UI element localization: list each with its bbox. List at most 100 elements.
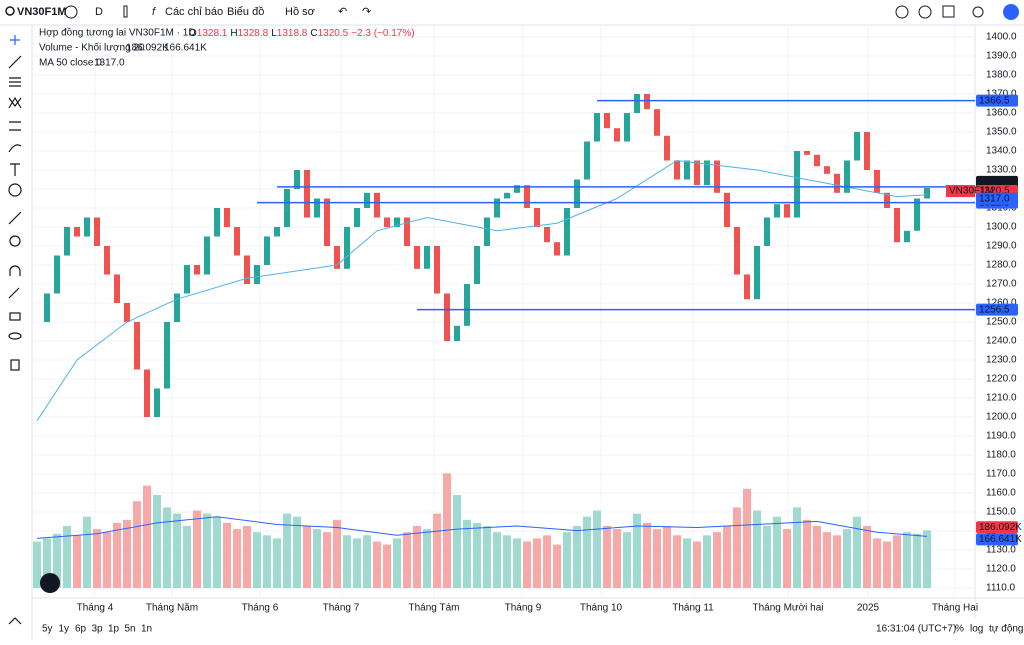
interval[interactable]: D — [95, 6, 103, 18]
y-tick-label: 1370.0 — [986, 89, 1017, 100]
zoom-icon[interactable] — [895, 5, 909, 19]
candle-body — [474, 246, 480, 284]
y-tick-label: 1380.0 — [986, 70, 1017, 81]
profile[interactable]: Hồ sơ — [285, 6, 315, 18]
candle-body — [174, 293, 180, 322]
crosshair-tool[interactable] — [10, 35, 20, 45]
ruler-tool[interactable] — [8, 211, 22, 225]
ma50-line — [36, 159, 928, 422]
candle-body — [704, 160, 710, 186]
x-tick-label: Tháng 9 — [505, 603, 542, 614]
candle-body — [264, 236, 270, 265]
candle-body — [834, 173, 840, 193]
pattern-tool[interactable] — [8, 96, 22, 109]
volume-bar — [233, 529, 241, 588]
share-icon[interactable] — [972, 6, 984, 18]
x-tick-label: Tháng Mười hai — [752, 603, 823, 614]
volume-bar — [883, 541, 891, 588]
price-tag-label: 1366.5 — [979, 95, 1010, 106]
text-tool[interactable] — [10, 163, 20, 176]
projection-tool[interactable] — [9, 121, 21, 131]
redo[interactable]: ↷ — [362, 6, 371, 18]
x-tick-label: Tháng Năm — [146, 603, 198, 614]
volume-bar — [423, 529, 431, 588]
candle-body — [464, 284, 470, 326]
volume-bar — [913, 533, 921, 588]
volume-bar — [773, 516, 781, 588]
volume-bar — [373, 541, 381, 588]
settings-icon[interactable] — [918, 5, 932, 19]
y-tick-label: 1230.0 — [986, 355, 1017, 366]
line-tool[interactable] — [8, 55, 22, 69]
volume-bar — [123, 519, 131, 588]
volume-bar — [573, 526, 581, 588]
range-button[interactable]: 5n — [125, 624, 136, 635]
range-button[interactable]: 1n — [141, 624, 152, 635]
collapse-tool[interactable] — [8, 617, 22, 625]
volume-bar — [223, 522, 231, 588]
percent-toggle[interactable]: % — [955, 624, 964, 635]
volume-bar — [113, 522, 121, 588]
range-button[interactable]: 1y — [59, 624, 70, 635]
candle-body — [514, 185, 520, 193]
volume-bar — [713, 532, 721, 588]
x-tick-label: Tháng 11 — [672, 603, 714, 614]
candle-body — [74, 227, 80, 237]
range-button[interactable]: 5y — [42, 624, 53, 635]
price-tag-label: 1320.5 — [979, 186, 1010, 197]
y-tick-label: 1390.0 — [986, 51, 1017, 62]
fullscreen-icon[interactable] — [942, 5, 955, 18]
y-tick-label: 1350.0 — [986, 127, 1017, 138]
zoom-tool[interactable] — [9, 235, 21, 247]
candle-body — [814, 154, 820, 167]
search-icon[interactable] — [5, 6, 15, 16]
volume-bar — [583, 516, 591, 588]
candle-body — [914, 198, 920, 231]
candle-icon[interactable] — [123, 5, 128, 18]
candle-body — [494, 198, 500, 218]
volume-bar — [193, 510, 201, 588]
ma-value: 1317.0 — [94, 58, 125, 69]
volume-bar — [333, 519, 341, 588]
undo[interactable]: ↶ — [338, 6, 347, 18]
add-symbol[interactable] — [64, 5, 78, 19]
range-button[interactable]: 6p — [75, 624, 87, 635]
auto-toggle[interactable]: tự động — [989, 624, 1024, 635]
range-button[interactable]: 3p — [92, 624, 104, 635]
volume-bar — [143, 485, 151, 588]
brush-tool[interactable] — [8, 144, 22, 153]
candle-body — [884, 192, 890, 208]
candle-body — [114, 274, 120, 303]
range-button[interactable]: 1p — [108, 624, 120, 635]
trash-tool[interactable] — [10, 359, 20, 371]
volume-bar — [403, 532, 411, 588]
volume-bar — [823, 532, 831, 588]
lock-draw-tool[interactable] — [8, 287, 20, 299]
price-tag — [976, 303, 1018, 316]
emoji-tool[interactable] — [8, 183, 22, 197]
candle-body — [564, 208, 570, 256]
candle-body — [314, 198, 320, 218]
volume-bar — [693, 541, 701, 588]
log-toggle[interactable]: log — [970, 624, 983, 635]
tv-logo[interactable] — [40, 573, 60, 593]
eye-tool[interactable] — [8, 332, 22, 340]
magnet-tool[interactable] — [9, 265, 21, 276]
fx-icon: f — [152, 6, 156, 18]
lock-tool[interactable] — [9, 312, 21, 321]
volume-bar — [553, 544, 561, 588]
candle-body — [284, 189, 290, 227]
candle-body — [104, 246, 110, 275]
volume-bar — [543, 535, 551, 588]
price-tag-label: 1317.0 — [979, 193, 1010, 204]
symbol[interactable]: VN30F1M — [17, 6, 67, 18]
candle-body — [604, 113, 610, 129]
price-tag-label: 1256.5 — [979, 304, 1010, 315]
fib-tool[interactable] — [9, 77, 21, 87]
candle-body — [864, 132, 870, 170]
volume-bar — [73, 535, 81, 588]
chart-type[interactable]: Biểu đồ — [227, 6, 264, 18]
indicators[interactable]: Các chỉ báo — [165, 6, 223, 18]
logo[interactable] — [1003, 4, 1019, 20]
candle-body — [764, 217, 770, 246]
